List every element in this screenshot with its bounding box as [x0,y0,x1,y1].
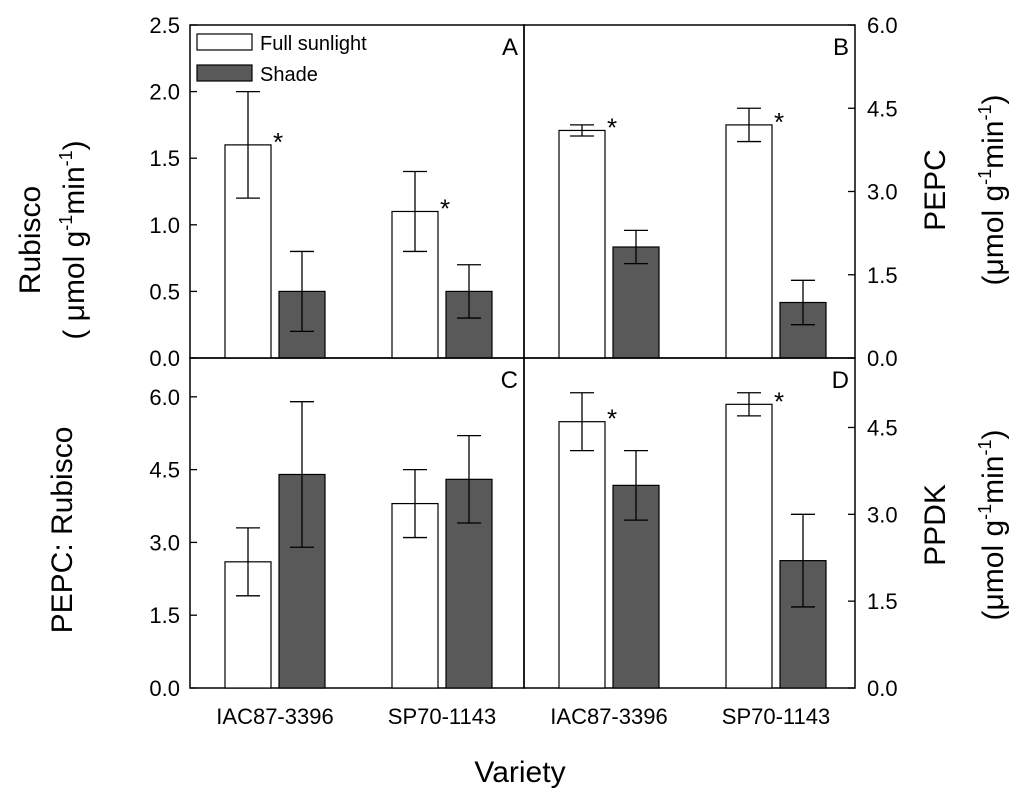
ytick-label-c-0: 0.0 [149,676,180,701]
ylabel-a-line2: ( μmol g-1min-1) [56,140,91,339]
panel-label-c: C [501,367,518,394]
panel-d-frame [523,357,856,689]
significance-b-0: * [607,112,617,142]
ytick-label-c-1: 1.5 [149,603,180,628]
significance-a-1: * [440,193,450,223]
x-axis-title: Variety [474,756,565,789]
legend: Full sunlight Shade [196,33,367,86]
legend-label-full-sunlight: Full sunlight [260,33,367,55]
legend-swatch-shade [196,64,253,82]
xtick-label-c-0: IAC87-3396 [216,704,333,729]
ytick-label-b-0: 0.0 [867,346,898,371]
panel-c: 0.0 1.5 3.0 4.5 6.0 C IAC87-3396 SP70-1143 [149,357,525,729]
ytick-label-a-3: 1.5 [149,146,180,171]
ytick-label-a-0: 0.0 [149,346,180,371]
significance-d-1: * [774,386,784,416]
ytick-label-a-1: 0.5 [149,279,180,304]
ytick-label-d-0: 0.0 [867,676,898,701]
xtick-label-d-0: IAC87-3396 [550,704,667,729]
panel-b: * * 0.0 1.5 3.0 4.5 6.0 B [523,13,898,371]
legend-swatch-full-sunlight [196,33,253,51]
panel-a: * * 0.0 0.5 1.0 1.5 2.0 2.5 A [149,13,525,371]
bar-b-full-0 [558,129,606,359]
significance-d-0: * [607,404,617,434]
ytick-label-c-4: 6.0 [149,385,180,410]
legend-label-shade: Shade [260,64,318,86]
ytick-label-b-2: 3.0 [867,180,898,205]
ytick-label-c-2: 3.0 [149,530,180,555]
ylabel-c: PEPC: Rubisco [46,427,79,634]
xtick-label-c-1: SP70-1143 [388,704,496,729]
ytick-label-d-3: 4.5 [867,415,898,440]
significance-b-1: * [774,107,784,137]
ylabel-b-line2: (μmol g-1min-1) [975,94,1010,285]
ytick-label-a-5: 2.5 [149,13,180,38]
panel-label-b: B [833,34,849,61]
panel-d: * * 0.0 1.5 3.0 4.5 D IAC87-3396 SP70-1143 [523,357,898,729]
panels: * * 0.0 0.5 1.0 1.5 2.0 2.5 A * * 0.0 1.5 3.0 4.5 6.0 B 0… [149,13,897,729]
panel-label-a: A [502,34,518,61]
bar-d-full-1 [725,403,773,689]
ytick-label-b-3: 4.5 [867,96,898,121]
ylabel-d-line2: (μmol g-1min-1) [975,429,1010,620]
ylabel-a-line1: Rubisco [14,186,47,294]
ytick-label-a-4: 2.0 [149,80,180,105]
ytick-label-d-2: 3.0 [867,502,898,527]
ylabel-b-line1: PEPC [919,149,952,231]
ytick-label-b-4: 6.0 [867,13,898,38]
xtick-label-d-1: SP70-1143 [722,704,830,729]
panel-label-d: D [832,367,849,394]
significance-a-0: * [273,127,283,157]
ytick-label-c-3: 4.5 [149,458,180,483]
ytick-label-d-1: 1.5 [867,589,898,614]
ytick-label-b-1: 1.5 [867,263,898,288]
bar-b-full-1 [725,124,773,359]
ytick-label-a-2: 1.0 [149,213,180,238]
ylabel-d-line1: PPDK [919,484,952,566]
bar-d-full-0 [558,421,606,689]
